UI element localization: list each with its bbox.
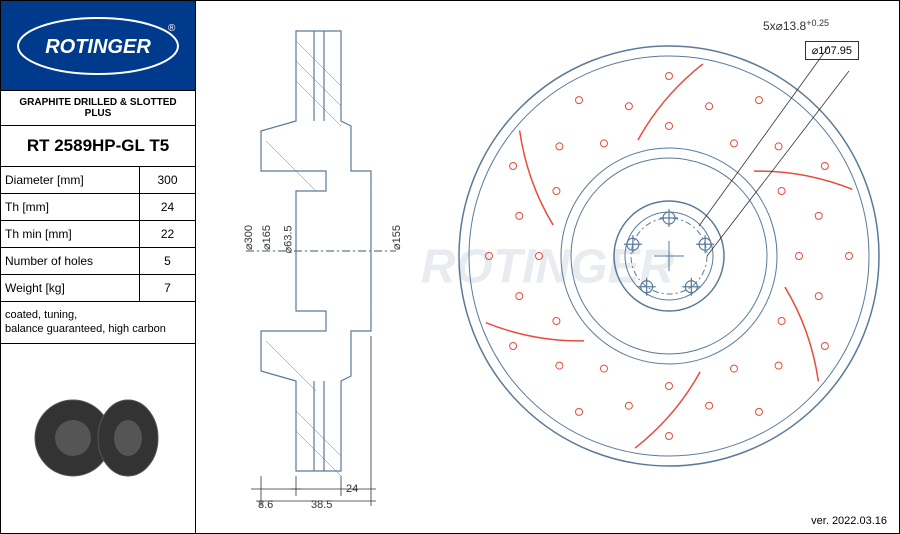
spec-value: 24: [140, 194, 195, 220]
spec-row: Number of holes5: [1, 248, 195, 275]
spec-label: Weight [kg]: [1, 275, 140, 301]
spec-label: Diameter [mm]: [1, 167, 140, 193]
logo-text: ROTINGER: [45, 36, 151, 58]
version-label: ver. 2022.03.16: [811, 515, 887, 527]
technical-drawing: ROTINGER: [196, 1, 899, 533]
spec-value: 7: [140, 275, 195, 301]
spec-row: Th [mm]24: [1, 194, 195, 221]
brand-logo: ROTINGER ®: [1, 1, 195, 91]
spec-row: Diameter [mm]300: [1, 167, 195, 194]
spec-label: Th [mm]: [1, 194, 140, 220]
spec-value: 300: [140, 167, 195, 193]
spec-value: 22: [140, 221, 195, 247]
spec-value: 5: [140, 248, 195, 274]
spec-label: Th min [mm]: [1, 221, 140, 247]
product-notes: coated, tuning,balance guaranteed, high …: [1, 302, 195, 344]
spec-label: Number of holes: [1, 248, 140, 274]
svg-text:®: ®: [168, 23, 176, 34]
spec-row: Weight [kg]7: [1, 275, 195, 302]
product-thumbnail: [1, 344, 195, 533]
part-number: RT 2589HP-GL T5: [1, 126, 195, 167]
spec-row: Th min [mm]22: [1, 221, 195, 248]
product-type: GRAPHITE DRILLED & SLOTTED PLUS: [1, 91, 195, 126]
